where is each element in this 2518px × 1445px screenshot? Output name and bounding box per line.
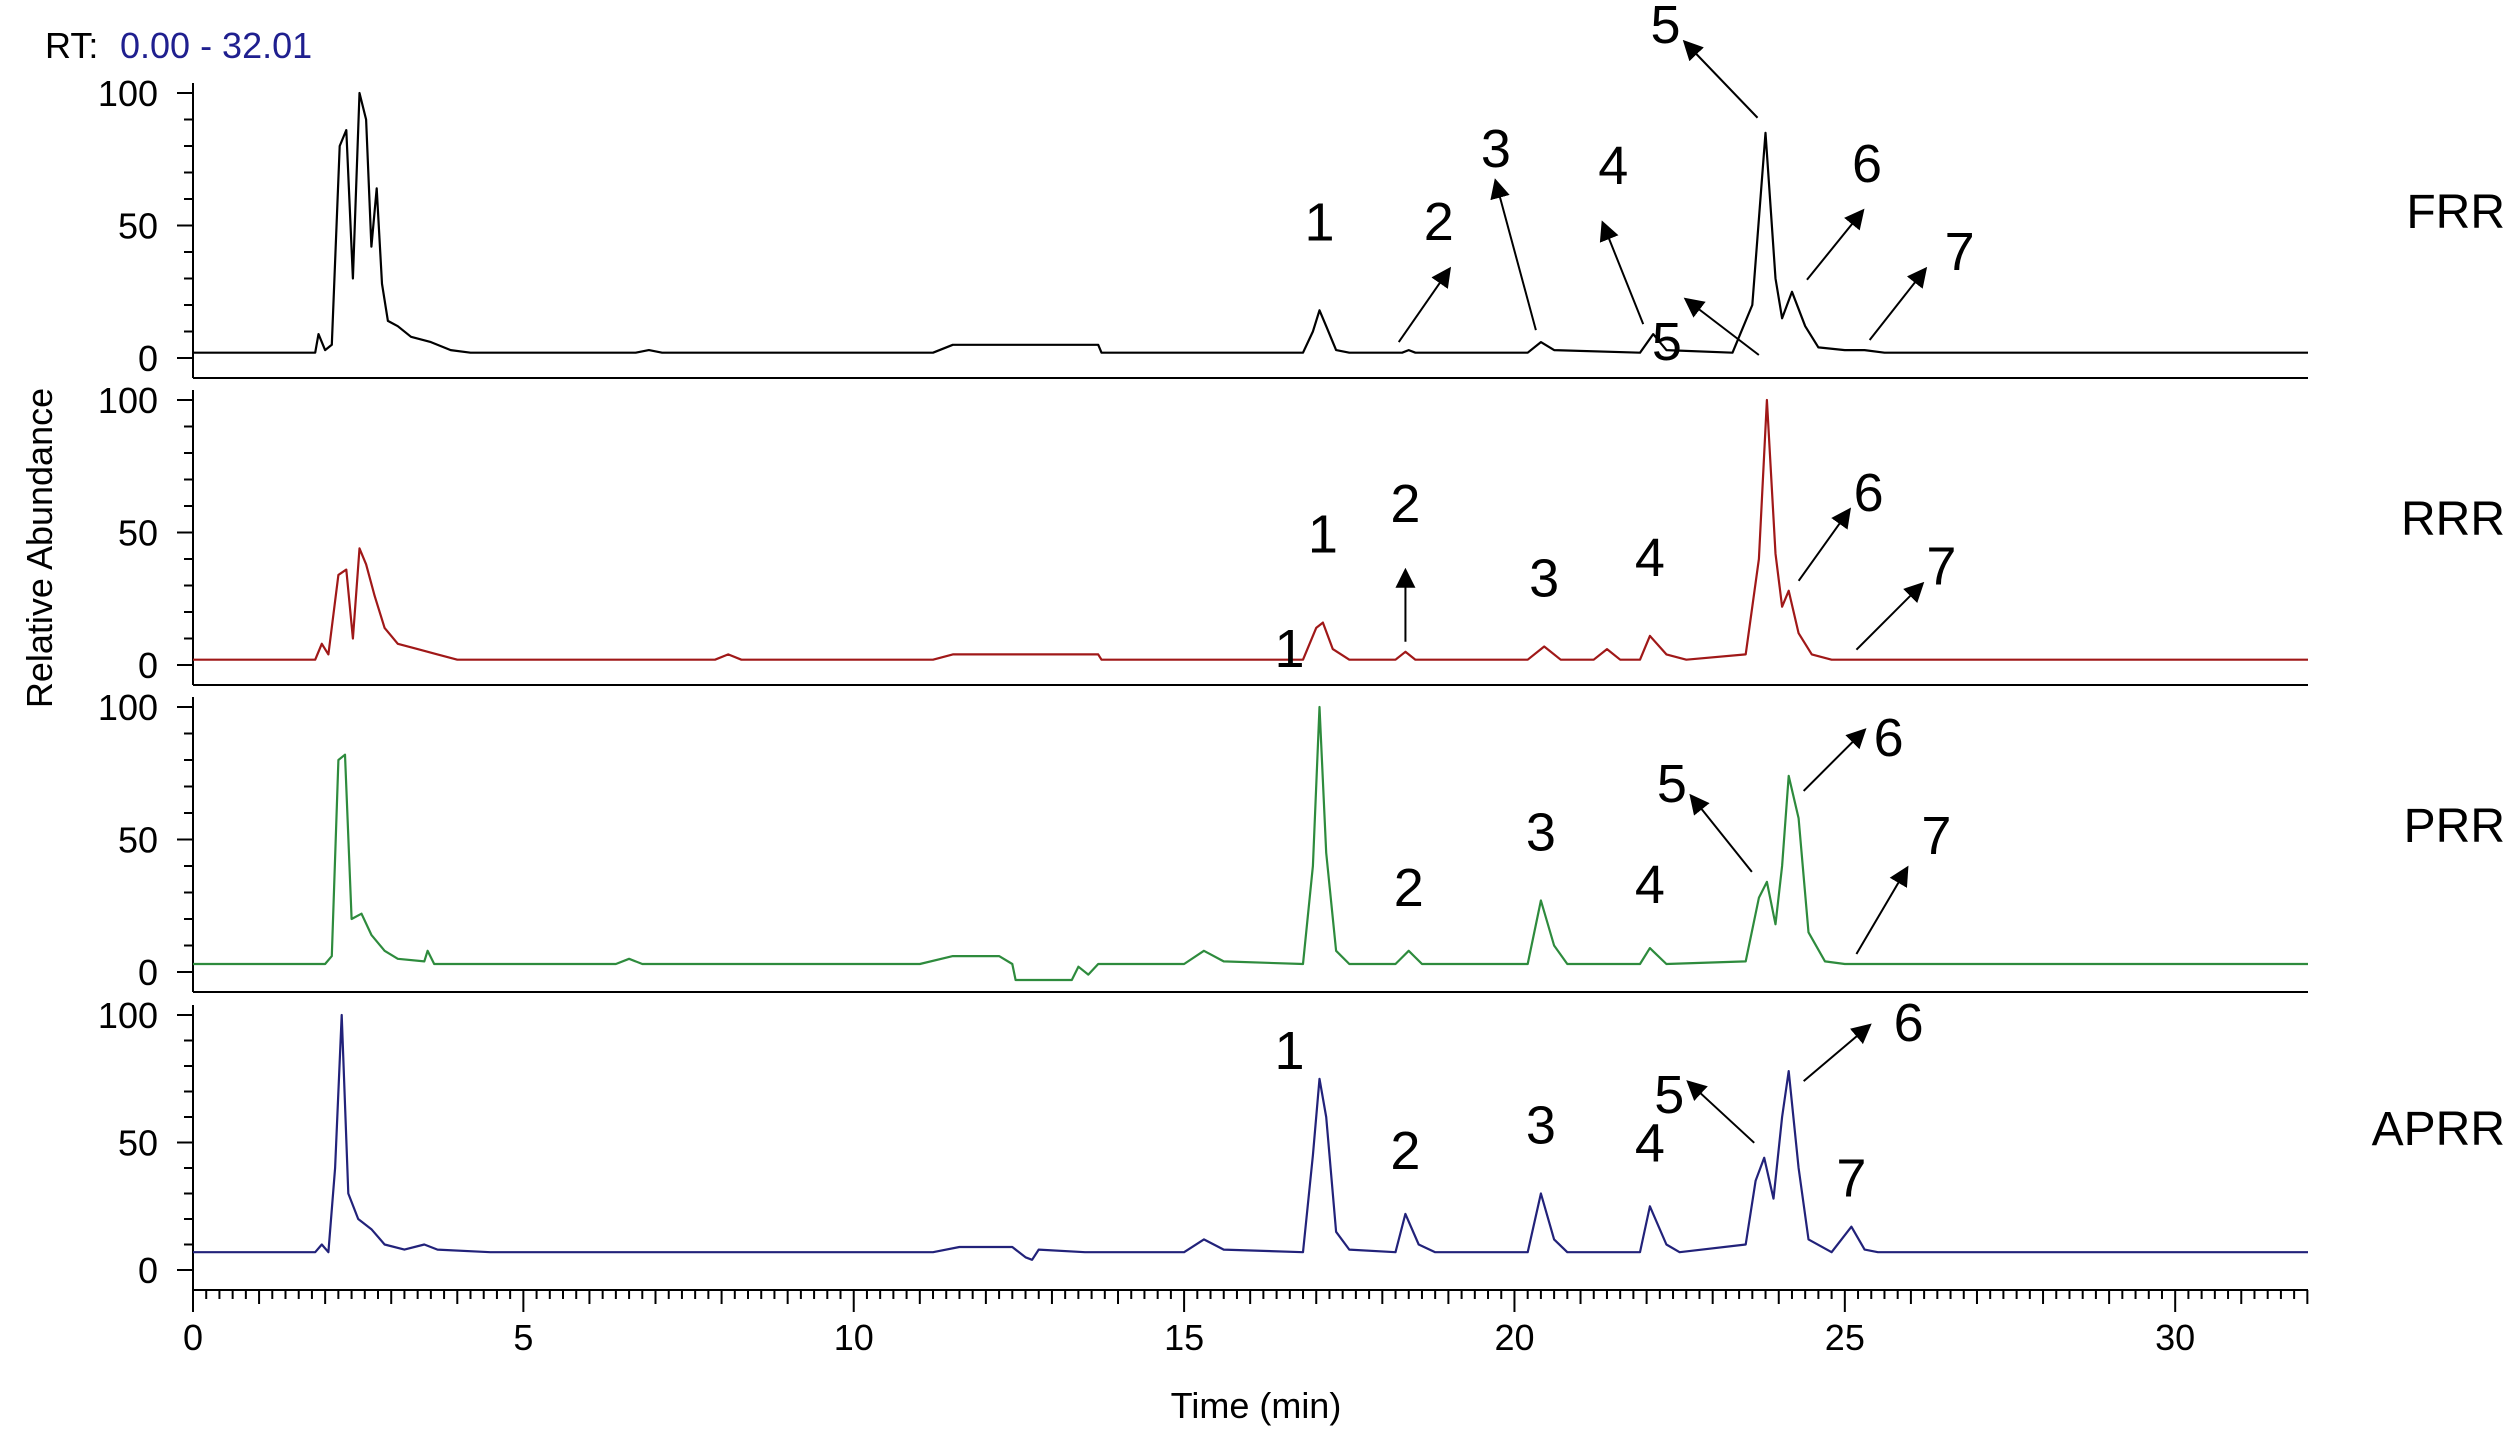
x-tick-label: 25	[1825, 1317, 1865, 1358]
series-line-aprr	[193, 1013, 2308, 1261]
peak-arrow	[1855, 581, 1925, 651]
peak-arrow	[1490, 178, 1537, 331]
peak-label: 7	[1945, 222, 1975, 282]
peak-arrow	[1599, 220, 1645, 325]
peak-arrow	[1797, 507, 1851, 582]
y-tick-label: 100	[98, 995, 158, 1036]
peak-label: 1	[1305, 192, 1335, 252]
rt-range: 0.00 - 32.01	[120, 25, 312, 66]
peak-arrow	[1868, 266, 1928, 341]
peak-arrow	[1803, 1023, 1872, 1082]
panel-prr: 0 50 100 PRR 1 2 3 4 5 67	[98, 619, 2505, 993]
series-label-prr: PRR	[2404, 800, 2505, 853]
series-label-frr: FRR	[2406, 186, 2505, 239]
x-tick-label: 30	[2155, 1317, 2195, 1358]
y-tick-label: 100	[98, 687, 158, 728]
peak-label: 6	[1852, 134, 1882, 194]
x-tick-label: 10	[834, 1317, 874, 1358]
panel-aprr: 0 50 100 APRR 1 2 3 45 6 7	[98, 993, 2505, 1291]
series-line-rrr	[193, 398, 2308, 661]
peak-label: 3	[1481, 119, 1511, 179]
peak-label: 4	[1635, 1113, 1665, 1173]
series-label-rrr: RRR	[2401, 493, 2505, 546]
peak-label: 2	[1390, 1121, 1420, 1181]
peak-arrow	[1802, 728, 1867, 792]
peak-label: 2	[1394, 858, 1424, 918]
x-tick-label: 15	[1164, 1317, 1204, 1358]
y-tick-label: 50	[118, 206, 158, 247]
peak-label: 1	[1275, 1021, 1305, 1081]
peak-label: 6	[1854, 463, 1884, 523]
peak-label: 2	[1424, 192, 1454, 252]
y-tick-label: 100	[98, 380, 158, 421]
y-tick-label: 100	[98, 73, 158, 114]
peak-label: 1	[1308, 505, 1338, 565]
rt-label: RT:	[45, 25, 98, 66]
series-line-frr	[193, 91, 2308, 354]
peak-label: 2	[1390, 474, 1420, 534]
peak-arrow	[1683, 297, 1760, 356]
peak-label: 3	[1526, 1096, 1556, 1156]
peak-label: 5	[1652, 312, 1682, 372]
peak-label: 5	[1654, 1065, 1684, 1125]
peak-label: 7	[1836, 1149, 1866, 1209]
y-tick-label: 0	[138, 645, 158, 686]
peak-arrow	[1855, 865, 1909, 955]
peak-label: 1	[1275, 619, 1305, 679]
peak-label: 3	[1526, 802, 1556, 862]
peak-label: 4	[1635, 855, 1665, 915]
x-axis: 0 5 10 15 20 25 30	[183, 1290, 2309, 1358]
peak-label: 5	[1657, 754, 1687, 814]
peak-arrow	[1682, 39, 1759, 119]
peak-label: 4	[1635, 528, 1665, 588]
peak-label: 6	[1894, 993, 1924, 1053]
series-line-prr	[193, 705, 2308, 982]
peak-label: 5	[1651, 0, 1681, 55]
peak-arrow	[1686, 1080, 1755, 1144]
y-tick-label: 0	[138, 338, 158, 379]
x-tick-label: 5	[513, 1317, 533, 1358]
x-tick-label: 20	[1494, 1317, 1534, 1358]
x-tick-label: 0	[183, 1317, 203, 1358]
peak-arrow	[1806, 208, 1865, 281]
peak-label: 7	[1921, 806, 1951, 866]
y-tick-label: 50	[118, 1123, 158, 1164]
peak-label: 4	[1598, 136, 1628, 196]
peak-label: 6	[1874, 708, 1904, 768]
peak-arrow	[1689, 793, 1753, 873]
y-tick-label: 50	[118, 513, 158, 554]
peak-arrow	[1397, 266, 1452, 343]
y-tick-label: 50	[118, 820, 158, 861]
y-axis-title: Relative Abundance	[19, 388, 60, 708]
y-tick-label: 0	[138, 952, 158, 993]
series-label-aprr: APRR	[2372, 1103, 2505, 1156]
peak-label: 7	[1926, 537, 1956, 597]
y-tick-label: 0	[138, 1250, 158, 1291]
peak-label: 3	[1529, 548, 1559, 608]
x-axis-title: Time (min)	[1171, 1385, 1342, 1426]
